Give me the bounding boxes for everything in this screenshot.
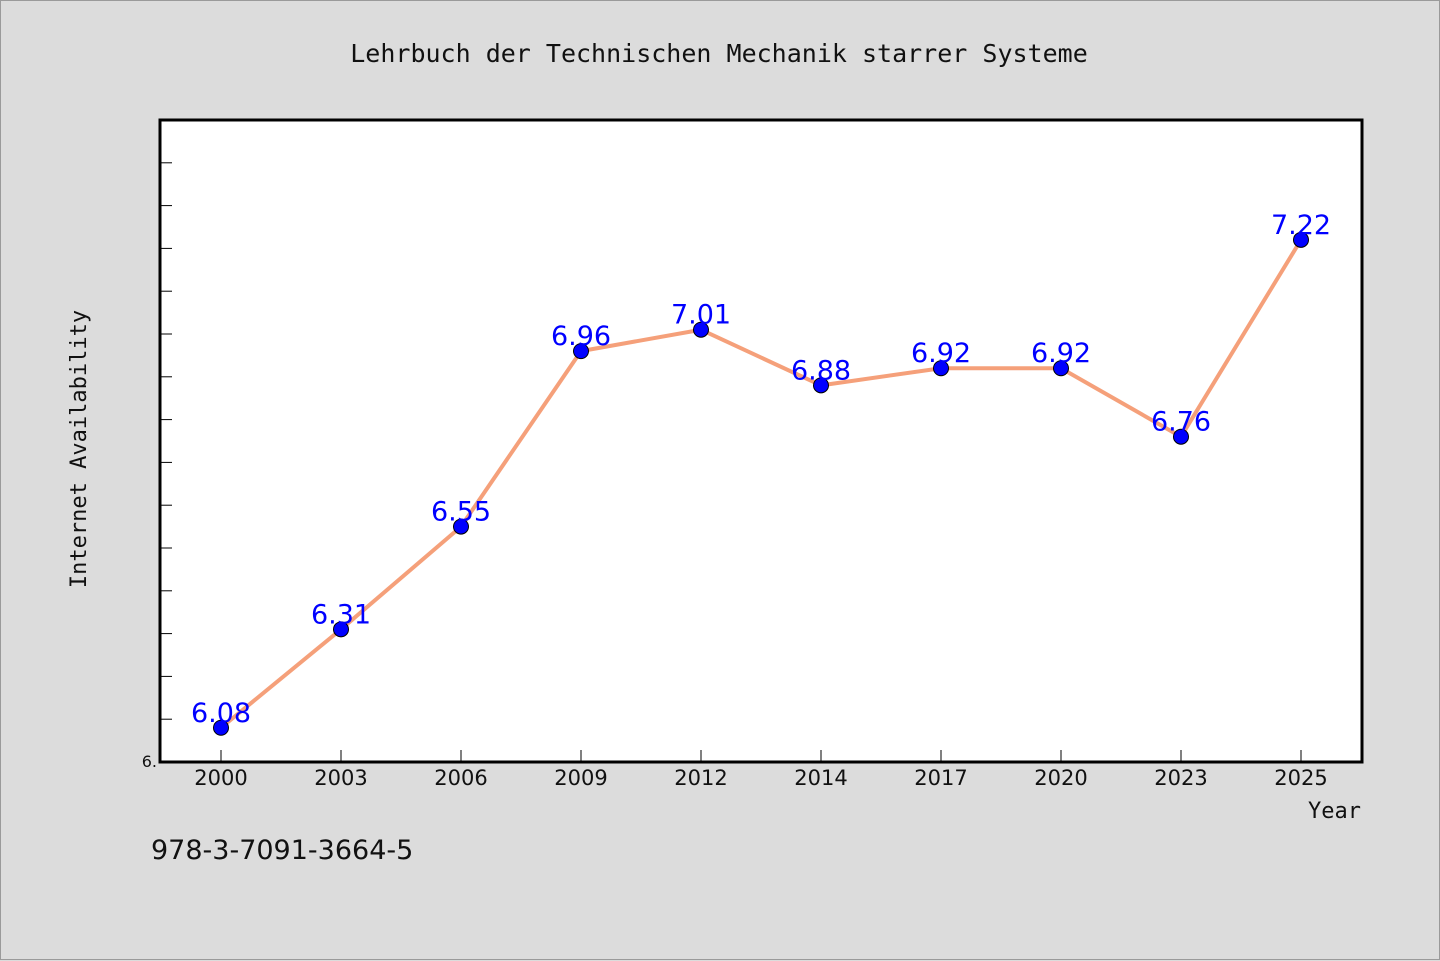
data-point xyxy=(333,621,349,638)
y-tick-label: 6. xyxy=(142,752,157,771)
x-tick-label: 2012 xyxy=(674,766,727,790)
data-label: 6.96 xyxy=(551,321,611,352)
data-point xyxy=(813,377,829,394)
isbn-text: 978-3-7091-3664-5 xyxy=(151,835,414,866)
x-tick-label: 2025 xyxy=(1274,766,1327,790)
data-label: 7.22 xyxy=(1271,210,1331,241)
x-tick-label: 2020 xyxy=(1034,766,1087,790)
data-point xyxy=(453,518,469,535)
data-label: 6.55 xyxy=(431,497,491,528)
x-tick-label: 2003 xyxy=(314,766,367,790)
chart-title: Lehrbuch der Technischen Mechanik starre… xyxy=(350,39,1088,68)
data-point xyxy=(1173,428,1189,445)
x-tick-label: 2014 xyxy=(794,766,847,790)
data-label: 6.31 xyxy=(311,599,371,630)
data-point xyxy=(1053,360,1069,377)
data-label: 6.92 xyxy=(911,338,971,369)
x-tick-label: 2009 xyxy=(554,766,607,790)
data-point xyxy=(573,343,589,360)
data-point xyxy=(1293,231,1309,248)
x-tick-label: 2000 xyxy=(194,766,247,790)
data-label: 6.76 xyxy=(1151,407,1211,438)
data-point xyxy=(933,360,949,377)
y-axis-ticks xyxy=(160,162,172,720)
plot-area xyxy=(158,118,1364,764)
data-label: 6.92 xyxy=(1031,338,1091,369)
y-axis-label: Internet Availability xyxy=(67,310,92,588)
series-layer xyxy=(213,231,1309,736)
data-label: 7.01 xyxy=(671,300,731,331)
series-line xyxy=(219,238,1303,730)
x-axis-ticks: 2000 2003 2006 2009 2012 2014 2017 2020 2023 2025 xyxy=(194,750,1328,790)
data-label: 6.08 xyxy=(191,698,251,729)
x-tick-label: 2006 xyxy=(434,766,487,790)
data-point xyxy=(213,719,229,736)
data-point xyxy=(693,321,709,338)
data-label: 6.88 xyxy=(791,355,851,386)
x-tick-label: 2023 xyxy=(1154,766,1207,790)
x-axis-label: Year xyxy=(1308,799,1361,824)
data-labels: 6.08 6.31 6.55 6.96 7.01 6.88 6.92 6.92 6.76 7.22 xyxy=(191,210,1331,729)
x-tick-label: 2017 xyxy=(914,766,967,790)
